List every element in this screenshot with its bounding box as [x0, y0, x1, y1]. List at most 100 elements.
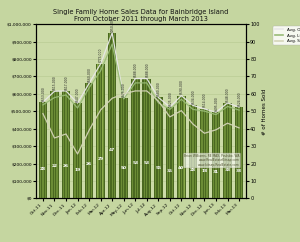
Text: $688,000: $688,000 [133, 62, 137, 77]
Bar [114, 33, 115, 198]
Bar [166, 107, 167, 198]
Bar [177, 96, 186, 198]
Bar [46, 102, 47, 198]
Bar [108, 33, 109, 198]
Bar [189, 106, 197, 198]
Text: 18: 18 [201, 169, 208, 173]
Bar [144, 79, 145, 198]
Bar [223, 103, 224, 198]
Bar [138, 79, 140, 198]
Bar [126, 98, 127, 198]
Bar [219, 112, 220, 198]
Bar [191, 106, 192, 198]
Bar [81, 103, 82, 198]
Bar [189, 106, 190, 198]
Bar [180, 96, 181, 198]
Bar [124, 98, 125, 198]
Bar [113, 33, 114, 198]
Bar [202, 109, 204, 198]
Text: $575,000: $575,000 [122, 82, 126, 97]
Bar [74, 103, 76, 198]
Bar [42, 102, 44, 198]
Bar [136, 79, 137, 198]
Text: $580,000: $580,000 [156, 81, 160, 96]
Bar [40, 102, 41, 198]
Bar [158, 97, 159, 198]
Bar [87, 83, 88, 198]
Text: $950,000: $950,000 [110, 17, 114, 31]
Bar [121, 98, 122, 198]
Bar [92, 83, 93, 198]
Text: $553,000: $553,000 [41, 86, 45, 101]
Bar [64, 91, 65, 198]
Bar [195, 106, 196, 198]
Bar [142, 79, 144, 198]
Text: $660,000: $660,000 [87, 67, 91, 82]
Bar [99, 64, 100, 198]
Bar [149, 79, 150, 198]
Bar [166, 107, 174, 198]
Bar [39, 102, 47, 198]
Bar [155, 97, 156, 198]
Bar [115, 33, 116, 198]
Bar [224, 103, 226, 198]
Text: 29: 29 [98, 157, 104, 161]
Bar [109, 33, 110, 198]
Text: $524,000: $524,000 [237, 91, 241, 106]
Text: $617,000: $617,000 [64, 75, 68, 90]
Bar [86, 83, 87, 198]
Bar [218, 112, 219, 198]
Bar [90, 83, 91, 198]
Bar [235, 107, 243, 198]
Text: 28: 28 [190, 168, 196, 172]
Text: 33: 33 [224, 168, 230, 172]
Bar [39, 102, 40, 198]
Bar [182, 96, 183, 198]
Bar [192, 106, 194, 198]
Text: $514,000: $514,000 [202, 93, 206, 107]
Bar [132, 79, 133, 198]
Bar [213, 112, 214, 198]
Bar [217, 112, 218, 198]
Bar [65, 91, 67, 198]
Bar [215, 112, 217, 198]
Bar [52, 91, 54, 198]
Bar [80, 103, 81, 198]
Bar [200, 109, 201, 198]
Bar [88, 83, 90, 198]
Bar [69, 91, 70, 198]
Bar [135, 79, 136, 198]
Bar [228, 103, 230, 198]
Bar [169, 107, 170, 198]
Bar [142, 79, 151, 198]
Bar [63, 91, 64, 198]
Text: 35: 35 [167, 169, 173, 173]
Y-axis label: # of Homes Sold: # of Homes Sold [262, 88, 267, 135]
Bar [172, 107, 173, 198]
Bar [54, 91, 55, 198]
Text: $534,000: $534,000 [191, 89, 195, 104]
Bar [242, 107, 243, 198]
Bar [196, 106, 197, 198]
Bar [55, 91, 56, 198]
Bar [214, 112, 215, 198]
Bar [110, 33, 112, 198]
Bar [183, 96, 184, 198]
Bar [91, 83, 92, 198]
Bar [230, 103, 231, 198]
Bar [73, 103, 82, 198]
Bar [145, 79, 146, 198]
Bar [194, 106, 195, 198]
Text: $590,000: $590,000 [179, 79, 183, 94]
Bar [44, 102, 45, 198]
Bar [73, 103, 74, 198]
Bar [134, 79, 135, 198]
Bar [236, 107, 237, 198]
Bar [67, 91, 68, 198]
Bar [167, 107, 168, 198]
Bar [161, 97, 163, 198]
Text: $495,000: $495,000 [214, 96, 218, 111]
Bar [96, 64, 98, 198]
Bar [154, 97, 155, 198]
Bar [62, 91, 70, 198]
